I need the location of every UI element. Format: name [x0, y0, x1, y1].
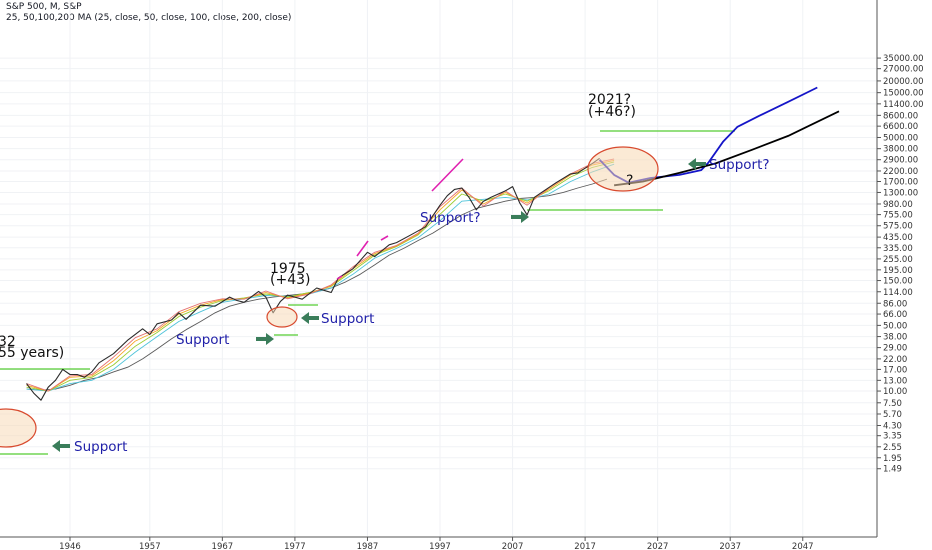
y-tick-label: 20000.00: [883, 77, 924, 87]
annotation-1932: 32: [0, 334, 16, 350]
series-line: [26, 161, 615, 392]
y-tick-label: 255.00: [883, 255, 913, 265]
annotation-support-1976: Support: [321, 311, 374, 327]
series-line: [26, 163, 615, 392]
x-tick-label: 2007: [502, 542, 524, 550]
y-tick-label: 50.00: [883, 321, 907, 331]
peak-marker: [356, 240, 369, 257]
peak-markers: [336, 158, 464, 280]
highlight-circle: [587, 146, 659, 192]
x-tick-label: 2027: [647, 542, 669, 550]
y-axis: 1.491.952.553.354.305.707.5010.0013.0017…: [876, 0, 924, 537]
arrow-right-icon: [511, 211, 529, 223]
annotation-support-2009: Support?: [420, 210, 481, 226]
y-tick-label: 38.00: [883, 333, 907, 343]
series-layer: [26, 86, 840, 401]
x-tick-label: 1957: [139, 542, 161, 550]
x-tick-label: 1987: [357, 542, 379, 550]
support-arrows: [52, 158, 706, 452]
peak-marker: [380, 235, 389, 241]
x-tick-label: 1946: [59, 542, 81, 550]
y-tick-label: 755.00: [883, 211, 913, 221]
arrow-right-icon: [256, 333, 274, 345]
annotation-support-future: Support?: [709, 157, 770, 173]
y-tick-label: 3.35: [883, 432, 902, 442]
annotations: 32 55 years) 1975 (+43) 2021? (+46?) ? S…: [0, 92, 770, 455]
y-tick-label: 10.00: [883, 387, 907, 397]
peak-marker: [336, 275, 343, 280]
y-tick-label: 1700.00: [883, 177, 918, 187]
y-tick-label: 3800.00: [883, 145, 918, 155]
annotation-2021: 2021?: [588, 92, 631, 108]
y-tick-label: 980.00: [883, 200, 913, 210]
y-tick-label: 5000.00: [883, 133, 918, 143]
series-line: [26, 158, 615, 392]
y-tick-label: 35000.00: [883, 54, 924, 64]
chart-header-title: S&P 500, M, S&P: [6, 2, 82, 12]
y-tick-label: 1.95: [883, 454, 902, 464]
y-tick-label: 4.30: [883, 421, 902, 431]
y-tick-label: 1300.00: [883, 188, 918, 198]
y-tick-label: 575.00: [883, 222, 913, 232]
y-tick-label: 7.50: [883, 399, 902, 409]
arrow-left-icon: [52, 440, 70, 452]
grid: [0, 0, 877, 537]
y-tick-label: 27000.00: [883, 65, 924, 75]
y-tick-label: 13.00: [883, 376, 907, 386]
y-tick-label: 2200.00: [883, 167, 918, 177]
x-tick-label: 1997: [429, 542, 451, 550]
annotation-1975: 1975: [270, 261, 306, 277]
y-tick-label: 1.49: [883, 465, 902, 475]
highlight-circle: [0, 408, 37, 448]
x-tick-label: 1967: [212, 542, 234, 550]
annotation-2021-change: (+46?): [588, 104, 636, 120]
annotation-1975-change: (+43): [270, 272, 310, 288]
y-tick-label: 335.00: [883, 244, 913, 254]
y-tick-label: 11400.00: [883, 100, 924, 110]
highlight-circles: [0, 146, 659, 448]
x-tick-label: 1977: [284, 542, 306, 550]
y-tick-label: 22.00: [883, 355, 907, 365]
x-tick-label: 2037: [719, 542, 741, 550]
y-tick-label: 6600.00: [883, 122, 918, 132]
y-tick-label: 2.55: [883, 443, 902, 453]
support-lines: [0, 130, 735, 455]
x-tick-label: 2017: [574, 542, 596, 550]
y-tick-label: 29.00: [883, 344, 907, 354]
x-axis: 1946 1957 1967 1977 1987 1997 2007 2017 2027 2037…: [0, 536, 877, 550]
y-tick-label: 17.00: [883, 365, 907, 375]
peak-marker: [431, 158, 464, 192]
y-tick-label: 195.00: [883, 266, 913, 276]
y-tick-label: 114.00: [883, 288, 913, 298]
series-line: [26, 157, 600, 401]
arrow-left-icon: [688, 158, 706, 170]
x-tick-label: 2047: [792, 542, 814, 550]
highlight-circle: [266, 306, 298, 328]
y-tick-label: 8600.00: [883, 111, 918, 121]
chart-header-indicator: 25, 50,100,200 MA (25, close, 50, close,…: [6, 13, 292, 23]
y-tick-label: 15000.00: [883, 89, 924, 99]
annotation-1932-years: 55 years): [0, 345, 64, 361]
y-tick-label: 86.00: [883, 299, 907, 309]
y-tick-label: 5.70: [883, 410, 902, 420]
annotation-support-1946: Support: [74, 439, 127, 455]
annotation-question: ?: [626, 173, 633, 189]
annotation-support-1970: Support: [176, 332, 229, 348]
y-tick-label: 150.00: [883, 277, 913, 287]
y-tick-label: 435.00: [883, 233, 913, 243]
y-tick-label: 2900.00: [883, 156, 918, 166]
y-tick-label: 66.00: [883, 310, 907, 320]
arrow-left-icon: [301, 312, 319, 324]
